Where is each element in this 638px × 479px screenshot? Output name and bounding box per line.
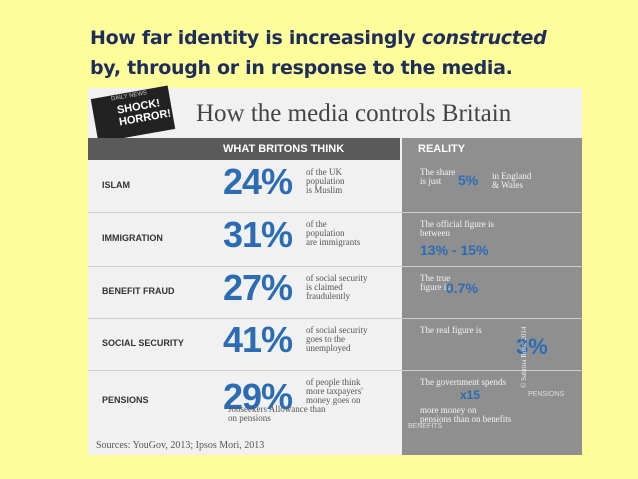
badge-text: SHOCK! HORROR!	[116, 96, 172, 128]
row-description: goes to the	[306, 334, 345, 344]
row-description: fraudulently	[306, 291, 350, 301]
reality-text: The real figure is	[420, 325, 482, 335]
title-line: How far identity is increasingly constru…	[90, 27, 547, 49]
title-emphasis: constructed	[421, 27, 547, 49]
reality-text: The true	[420, 273, 451, 283]
reality-text: is just	[420, 176, 442, 186]
sources: Sources: YouGov, 2013; Ipsos Mori, 2013	[96, 440, 265, 451]
row-description: of the	[306, 219, 327, 229]
row-label: SOCIAL SECURITY	[102, 338, 184, 348]
title-text: How far identity is increasingly	[90, 27, 422, 49]
column-band	[88, 138, 400, 160]
infographic: DAILY NEWS SHOCK! HORROR! How the media c…	[88, 85, 582, 455]
reality-text: between	[420, 228, 450, 238]
row-description: of people think	[306, 377, 361, 387]
reality-figure: 13% - 15%	[420, 242, 489, 258]
row-description: is claimed	[306, 282, 343, 292]
reality-text: & Wales	[492, 180, 523, 190]
row-description: money goes on	[306, 395, 361, 405]
reality-figure: 5%	[458, 172, 479, 188]
reality-text: The official figure is	[420, 219, 495, 229]
row-label: ISLAM	[102, 180, 130, 190]
pig-label: PENSIONS	[528, 391, 565, 398]
row-divider	[88, 370, 582, 371]
reality-text: more money on	[420, 405, 477, 415]
row-description: of social security	[306, 273, 368, 283]
row-percent: 41%	[223, 319, 293, 360]
reality-text: figure is	[420, 282, 450, 292]
row-description: of social security	[306, 325, 368, 335]
reality-text: pensions than on benefits	[420, 414, 512, 424]
reality-panel	[402, 138, 582, 455]
row-description: population	[306, 228, 345, 238]
column-header: WHAT BRITONS THINK	[223, 143, 345, 155]
header: How the media controls Britain	[196, 100, 512, 127]
row-description: are immigrants	[306, 237, 361, 247]
row-description: on pensions	[228, 413, 271, 423]
reality-text: in England	[492, 171, 532, 181]
row-divider	[88, 212, 582, 213]
row-label: BENEFIT FRAUD	[102, 286, 175, 296]
row-description: is Muslim	[306, 185, 343, 195]
row-description: population	[306, 176, 345, 186]
row-label: IMMIGRATION	[102, 233, 163, 243]
badge: DAILY NEWS SHOCK! HORROR!	[90, 85, 176, 143]
reality-text: The share	[420, 167, 456, 177]
pig-label: BENEFITS	[408, 423, 443, 430]
reality-figure: x15	[460, 388, 481, 402]
reality-figure: 3%	[516, 334, 548, 359]
title-line: by, through or in response to the media.	[90, 57, 513, 79]
row-percent: 31%	[223, 214, 293, 255]
row-percent: 29%	[223, 376, 293, 417]
row-description: of the UK	[306, 167, 342, 177]
column-header: REALITY	[418, 143, 466, 155]
row-description: unemployed	[306, 343, 351, 353]
row-percent: 27%	[223, 267, 293, 308]
reality-text: The government spends	[420, 377, 506, 387]
row-label: PENSIONS	[102, 395, 149, 405]
row-percent: 24%	[223, 161, 293, 202]
row-divider	[88, 318, 582, 319]
reality-figure: 0.7%	[446, 280, 478, 296]
row-description: Jobseekers Allowance than	[228, 404, 326, 414]
row-description: more taxpayers'	[306, 386, 363, 396]
credit: © Sabrina Ross, 2014	[520, 326, 528, 388]
row-divider	[88, 266, 582, 267]
